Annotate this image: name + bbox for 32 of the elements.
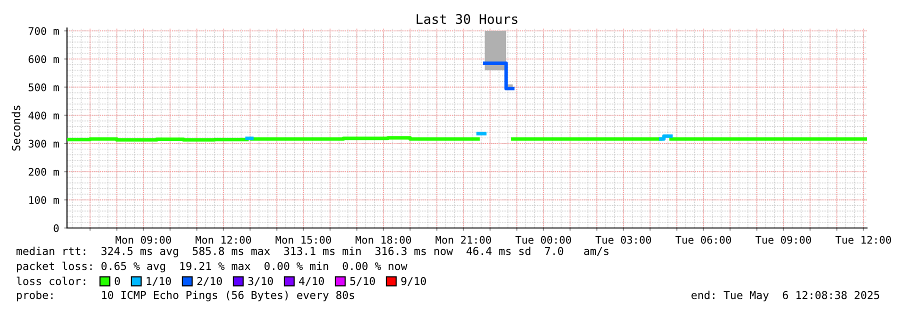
text: probe: 10 ICMP Echo Pings (56 Bytes) every 80s (17, 290, 354, 302)
y-tick-label: 500 m (28, 83, 59, 92)
x-tick-label: Tue 03:00 (595, 236, 651, 244)
x-tick-label: Mon 09:00 (116, 236, 171, 244)
y-tick-label: 200 m (28, 168, 59, 176)
y-tick-label: 400 m (28, 112, 59, 120)
x-tick-label: Mon 15:00 (276, 236, 331, 244)
text: median rtt: 324.5 ms avg 585.8 ms max 313.1 ms min 316.3 ms now 46.4 ms sd 7.0 am/s (16, 246, 608, 258)
y-tick-label: 600 m (28, 55, 59, 64)
legend-label: 4/10 (299, 276, 324, 286)
legend-label: 1/10 (146, 276, 171, 286)
x-tick-label: Mon 18:00 (356, 236, 411, 244)
x-tick-label: Tue 06:00 (675, 236, 731, 244)
text: packet loss: 0.65 % avg 19.21 % max 0.00 % min 0.00 % now (17, 262, 408, 272)
x-tick-label: Mon 12:00 (196, 236, 251, 244)
legend-label: 5/10 (350, 276, 375, 286)
x-tick-label: Tue 00:00 (515, 236, 571, 244)
text: loss color: (16, 276, 86, 286)
y-tick-label: 0 (54, 224, 59, 232)
y-axis-title: Seconds (12, 106, 20, 151)
y-tick-label: 100 m (29, 196, 59, 204)
legend-label: 0 (114, 276, 120, 286)
x-tick-label: Tue 09:00 (755, 236, 811, 244)
legend-label: 2/10 (197, 276, 222, 286)
x-tick-label: Tue 12:00 (835, 236, 891, 244)
legend-label: 3/10 (248, 276, 273, 286)
y-tick-label: 700 m (28, 27, 59, 35)
text: end: Tue May 6 12:08:38 2025 (692, 290, 880, 302)
y-tick-label: 300 m (28, 140, 59, 148)
legend-label: 9/10 (401, 276, 426, 286)
chart-title: Last 30 Hours (416, 14, 518, 24)
x-tick-label: Mon 21:00 (436, 236, 491, 244)
